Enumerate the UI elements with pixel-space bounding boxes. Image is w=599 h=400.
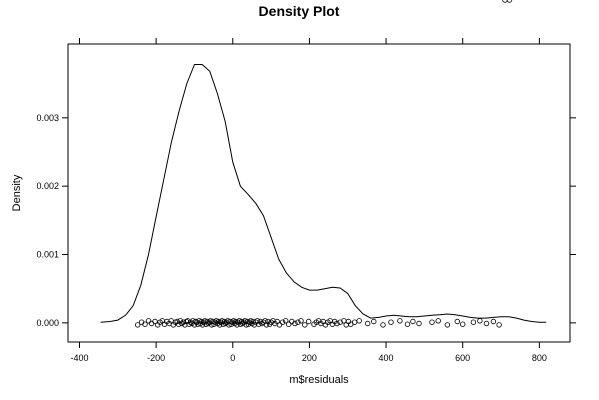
rug-point (263, 322, 270, 328)
rug-point (470, 319, 477, 325)
rug-point (226, 322, 232, 328)
rug-point (248, 318, 254, 324)
axis-ticks (62, 38, 576, 348)
rug-point (227, 318, 233, 325)
rug-point (351, 319, 358, 325)
rug-point (380, 322, 386, 328)
y-tick-label: 0.002 (36, 181, 59, 191)
axis-tick-labels: -400 -200 0 200 400 600 800 0.000 0.001 0.002 0.00… (36, 113, 546, 363)
rug-point (292, 320, 298, 327)
rug-point (397, 318, 403, 324)
rug-point (244, 318, 250, 325)
chart-title: Density Plot (259, 3, 340, 19)
x-tick-label: 800 (532, 353, 547, 363)
rug-point (356, 318, 362, 324)
rug-point (177, 318, 183, 324)
rug-point (416, 320, 422, 327)
rug-point (198, 318, 205, 325)
rug-point (256, 321, 262, 327)
rug-point (210, 318, 216, 325)
rug-point (435, 318, 441, 324)
x-tick-label: 600 (455, 353, 470, 363)
x-axis-label: m$residuals (289, 374, 349, 386)
rug-point (460, 321, 466, 327)
rug-point (233, 318, 239, 325)
rug-point (283, 318, 289, 324)
rug-point (298, 318, 304, 324)
x-tick-label: 200 (302, 353, 317, 363)
rug-point (371, 318, 377, 325)
rug-point (179, 320, 185, 327)
rug-point (477, 318, 483, 324)
rug-point (490, 318, 497, 325)
rug-point (208, 322, 215, 328)
rug-points (134, 0, 513, 328)
y-tick-label: 0.001 (36, 250, 59, 260)
rug-point (279, 319, 286, 325)
rug-point (388, 319, 394, 325)
density-curve (100, 64, 547, 323)
rug-point (302, 322, 308, 328)
rug-point (174, 318, 180, 325)
rug-point (276, 322, 283, 328)
rug-point (410, 318, 416, 325)
y-tick-label: 0.003 (36, 113, 59, 123)
rug-point (134, 322, 141, 328)
rug-point (286, 321, 292, 327)
rug-point (483, 320, 490, 327)
rug-point (142, 321, 148, 327)
rug-point (506, 0, 513, 3)
rug-point (175, 321, 182, 327)
rug-point (496, 322, 502, 328)
rug-point (454, 318, 460, 325)
x-tick-label: -400 (70, 353, 88, 363)
rug-point (152, 318, 158, 325)
rug-point (334, 320, 340, 327)
rug-point (295, 319, 301, 325)
rug-point (254, 318, 260, 324)
rug-point (404, 321, 411, 327)
rug-point (365, 320, 371, 327)
rug-point (502, 0, 508, 3)
rug-point (243, 322, 249, 328)
rug-point (215, 318, 222, 325)
rug-point (145, 318, 152, 324)
x-tick-label: 400 (379, 353, 394, 363)
y-tick-label: 0.000 (36, 318, 59, 328)
rug-point (429, 319, 435, 325)
x-tick-label: -200 (147, 353, 165, 363)
rug-point (444, 322, 451, 328)
plot-frame (67, 43, 571, 343)
rug-point (306, 318, 312, 325)
rug-point (199, 322, 206, 328)
rug-point (216, 322, 223, 328)
y-axis-label: Density (11, 174, 23, 211)
x-tick-label: 0 (230, 353, 235, 363)
rug-point (234, 322, 240, 328)
rug-point (265, 318, 271, 325)
